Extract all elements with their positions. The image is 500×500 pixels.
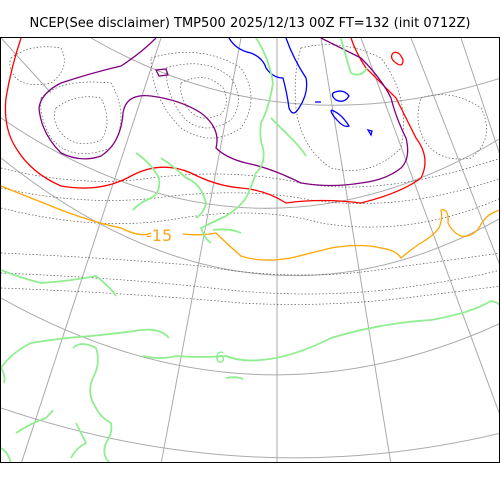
meridian	[410, 38, 499, 265]
coastline	[212, 228, 242, 234]
coastline	[340, 38, 368, 76]
map-panel: -15 6	[0, 37, 500, 463]
latitude-arc	[90, 38, 499, 106]
meridian-lines	[1, 38, 499, 462]
isotherm	[150, 52, 252, 139]
isotherm	[40, 81, 122, 154]
isotherm-purple-small	[154, 68, 169, 77]
isotherm	[1, 252, 499, 276]
coastline	[1, 328, 170, 369]
isotherm-purple	[38, 38, 409, 187]
coastline	[270, 117, 307, 157]
meridian	[460, 38, 499, 154]
coastline	[225, 376, 244, 380]
latitude-lines	[1, 38, 499, 459]
minor-isotherms	[1, 44, 499, 305]
isotherm	[9, 46, 65, 85]
coastline	[70, 422, 88, 459]
isotherm	[1, 285, 499, 305]
coastline	[1, 447, 12, 462]
isotherm	[180, 77, 227, 119]
coastline	[1, 367, 6, 384]
isotherm	[417, 94, 487, 160]
isotherm	[1, 178, 499, 204]
isotherm-blue-small	[330, 109, 350, 128]
isotherm	[165, 63, 239, 129]
isotherm	[294, 44, 404, 171]
isotherm-blue	[228, 38, 308, 114]
meridian	[160, 38, 242, 462]
isotherm	[54, 96, 108, 145]
chart-title: NCEP(See disclaimer) TMP500 2025/12/13 0…	[29, 16, 471, 31]
contour-label-green: 6	[215, 348, 225, 367]
isotherm	[1, 198, 499, 228]
coastline	[72, 343, 113, 462]
coastline	[1, 269, 117, 297]
map-canvas: -15 6	[1, 38, 499, 462]
latitude-arc	[1, 117, 499, 209]
coastline	[15, 409, 54, 434]
isotherm-red-small	[390, 51, 404, 66]
meridian	[360, 38, 499, 415]
coastline	[199, 38, 274, 244]
meridian	[320, 38, 392, 462]
isotherm-orange	[1, 185, 499, 261]
meridian	[1, 38, 52, 94]
green-coastlines	[1, 38, 499, 462]
latitude-arc	[1, 157, 499, 277]
isotherm-blue-small	[331, 90, 350, 102]
latitude-arc	[1, 407, 499, 459]
isotherm-red	[4, 38, 426, 204]
isotherm-blue-small	[366, 128, 373, 137]
meridian	[21, 38, 162, 462]
coastline	[142, 300, 499, 362]
coastline	[132, 152, 207, 219]
latitude-arc	[1, 297, 499, 376]
contour-label-orange: -15	[146, 226, 172, 245]
isotherm	[1, 270, 499, 295]
